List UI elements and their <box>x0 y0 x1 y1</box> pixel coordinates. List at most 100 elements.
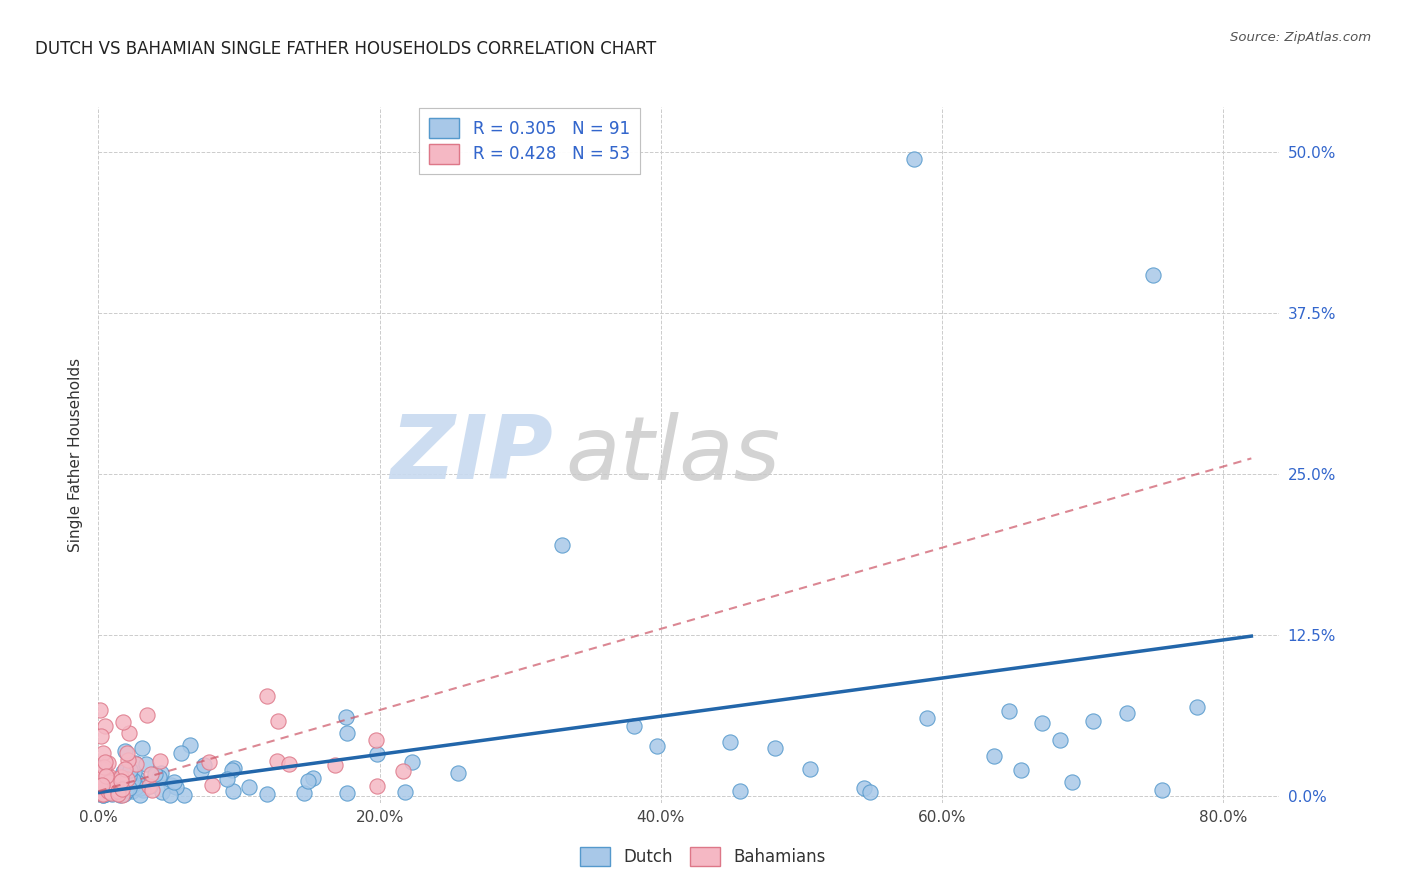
Point <box>120 770 142 784</box>
Point <box>124 756 146 771</box>
Point <box>103 782 125 797</box>
Point <box>1185 699 1208 714</box>
Point <box>138 779 160 793</box>
Point <box>100 778 122 792</box>
Point <box>1031 716 1053 731</box>
Point <box>121 780 143 794</box>
Point <box>131 741 153 756</box>
Point <box>150 785 173 799</box>
Legend: R = 0.305   N = 91, R = 0.428   N = 53: R = 0.305 N = 91, R = 0.428 N = 53 <box>419 109 640 174</box>
Point <box>114 744 136 758</box>
Point <box>135 757 157 772</box>
Point <box>190 764 212 779</box>
Point <box>1150 782 1173 797</box>
Point <box>94 756 117 770</box>
Point <box>238 780 260 794</box>
Point <box>401 755 423 769</box>
Point <box>139 779 162 793</box>
Point <box>97 756 120 771</box>
Point <box>222 761 245 775</box>
Point <box>101 787 124 801</box>
Point <box>645 739 668 753</box>
Point <box>141 782 163 797</box>
Point <box>89 772 111 786</box>
Point <box>127 775 149 789</box>
Point <box>105 783 128 797</box>
Point <box>100 786 122 800</box>
Point <box>1062 775 1084 789</box>
Point <box>323 757 346 772</box>
Point <box>90 729 112 743</box>
Point <box>114 762 136 776</box>
Point <box>110 774 132 789</box>
Point <box>91 762 114 776</box>
Point <box>101 772 124 787</box>
Point <box>1049 733 1071 747</box>
Point <box>201 778 224 792</box>
Point <box>170 746 193 760</box>
Point <box>297 773 319 788</box>
Point <box>125 780 148 794</box>
Point <box>179 738 201 752</box>
Point <box>118 726 141 740</box>
Point <box>163 775 186 789</box>
Point <box>91 788 114 802</box>
Point <box>107 788 129 802</box>
Point <box>117 782 139 797</box>
Point <box>302 771 325 785</box>
Point <box>1142 268 1164 282</box>
Point <box>112 772 135 786</box>
Point <box>551 538 574 552</box>
Point <box>366 733 388 747</box>
Point <box>97 775 120 789</box>
Point <box>122 772 145 787</box>
Point <box>336 786 359 800</box>
Point <box>256 787 278 801</box>
Point <box>121 783 143 797</box>
Point <box>799 762 821 776</box>
Point <box>91 788 114 802</box>
Point <box>983 749 1005 764</box>
Point <box>111 782 134 797</box>
Point <box>111 764 134 779</box>
Point <box>97 778 120 792</box>
Point <box>117 753 139 767</box>
Point <box>114 787 136 801</box>
Point <box>149 755 172 769</box>
Point <box>127 772 149 786</box>
Point <box>90 770 112 784</box>
Point <box>114 766 136 780</box>
Point <box>148 770 170 784</box>
Point <box>98 780 121 795</box>
Point <box>108 788 131 802</box>
Point <box>392 764 415 778</box>
Point <box>222 784 245 798</box>
Point <box>267 714 290 729</box>
Text: DUTCH VS BAHAMIAN SINGLE FATHER HOUSEHOLDS CORRELATION CHART: DUTCH VS BAHAMIAN SINGLE FATHER HOUSEHOL… <box>35 40 657 58</box>
Point <box>107 780 129 794</box>
Y-axis label: Single Father Households: Single Father Households <box>67 358 83 552</box>
Point <box>94 719 117 733</box>
Point <box>718 735 741 749</box>
Point <box>124 756 146 770</box>
Point <box>266 754 288 768</box>
Point <box>915 711 938 725</box>
Point <box>763 740 786 755</box>
Point <box>166 780 188 794</box>
Point <box>89 703 111 717</box>
Point <box>117 780 139 795</box>
Point <box>89 779 111 793</box>
Point <box>366 747 388 761</box>
Point <box>336 725 359 739</box>
Point <box>623 719 645 733</box>
Point <box>118 763 141 777</box>
Point <box>97 784 120 798</box>
Point <box>1083 714 1105 728</box>
Text: Source: ZipAtlas.com: Source: ZipAtlas.com <box>1230 31 1371 45</box>
Point <box>91 746 114 760</box>
Point <box>132 783 155 797</box>
Point <box>107 783 129 797</box>
Point <box>129 780 152 795</box>
Point <box>96 784 118 798</box>
Point <box>135 708 157 723</box>
